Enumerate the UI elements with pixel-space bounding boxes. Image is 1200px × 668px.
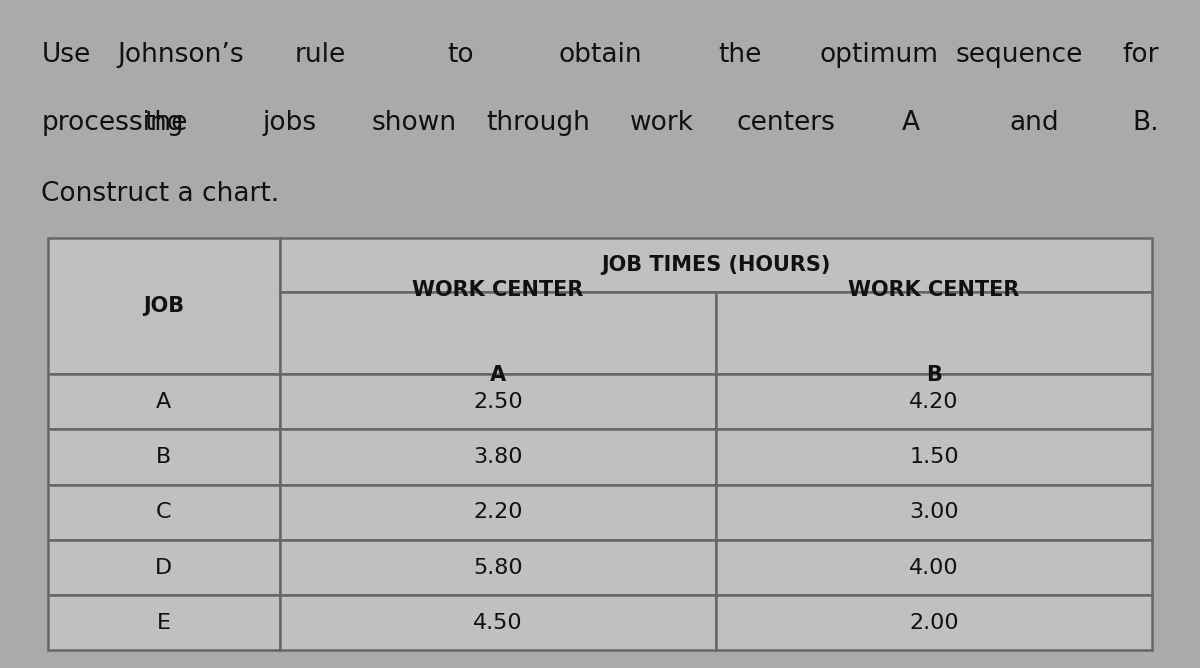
- Text: obtain: obtain: [558, 42, 642, 67]
- Bar: [716, 540, 1152, 595]
- Text: 5.80: 5.80: [473, 558, 523, 578]
- Bar: [716, 374, 1152, 430]
- Bar: [280, 595, 716, 651]
- Text: A: A: [156, 391, 172, 411]
- Text: Johnson’s: Johnson’s: [118, 42, 245, 67]
- Text: B: B: [926, 365, 942, 385]
- Text: shown: shown: [371, 110, 456, 136]
- Text: and: and: [1009, 110, 1060, 136]
- Text: rule: rule: [295, 42, 347, 67]
- Text: B.: B.: [1132, 110, 1159, 136]
- Text: through: through: [486, 110, 590, 136]
- Text: for: for: [1122, 42, 1159, 67]
- Bar: [48, 238, 280, 374]
- Bar: [48, 485, 280, 540]
- Text: B: B: [156, 447, 172, 467]
- Text: JOB TIMES (HOURS): JOB TIMES (HOURS): [601, 255, 830, 275]
- Text: centers: centers: [737, 110, 835, 136]
- Text: 4.20: 4.20: [910, 391, 959, 411]
- Bar: [280, 292, 716, 374]
- Bar: [48, 430, 280, 485]
- Text: to: to: [448, 42, 474, 67]
- Text: E: E: [157, 613, 170, 633]
- Text: 4.00: 4.00: [910, 558, 959, 578]
- Text: processing: processing: [41, 110, 184, 136]
- Text: D: D: [155, 558, 173, 578]
- Bar: [716, 485, 1152, 540]
- Bar: [280, 238, 1152, 292]
- Bar: [716, 292, 1152, 374]
- Bar: [280, 540, 716, 595]
- Bar: [48, 540, 280, 595]
- Text: optimum: optimum: [820, 42, 938, 67]
- Text: 4.50: 4.50: [473, 613, 523, 633]
- Bar: [280, 430, 716, 485]
- Text: 1.50: 1.50: [910, 447, 959, 467]
- Text: A: A: [901, 110, 919, 136]
- Bar: [48, 374, 280, 430]
- Text: A: A: [490, 365, 506, 385]
- Text: jobs: jobs: [263, 110, 317, 136]
- Bar: [280, 485, 716, 540]
- Text: 2.20: 2.20: [473, 502, 523, 522]
- Text: 2.50: 2.50: [473, 391, 523, 411]
- Text: the: the: [144, 110, 187, 136]
- Text: sequence: sequence: [955, 42, 1082, 67]
- Text: Construct a chart.: Construct a chart.: [41, 180, 280, 206]
- Text: the: the: [718, 42, 761, 67]
- Bar: [280, 374, 716, 430]
- Bar: [716, 595, 1152, 651]
- Bar: [716, 430, 1152, 485]
- Text: WORK CENTER: WORK CENTER: [848, 281, 1020, 300]
- Bar: [48, 595, 280, 651]
- Text: 3.00: 3.00: [910, 502, 959, 522]
- Text: 3.80: 3.80: [473, 447, 523, 467]
- Text: JOB: JOB: [143, 296, 185, 316]
- Text: work: work: [630, 110, 694, 136]
- Text: WORK CENTER: WORK CENTER: [412, 281, 583, 300]
- Text: 2.00: 2.00: [910, 613, 959, 633]
- Text: Use: Use: [41, 42, 90, 67]
- Text: C: C: [156, 502, 172, 522]
